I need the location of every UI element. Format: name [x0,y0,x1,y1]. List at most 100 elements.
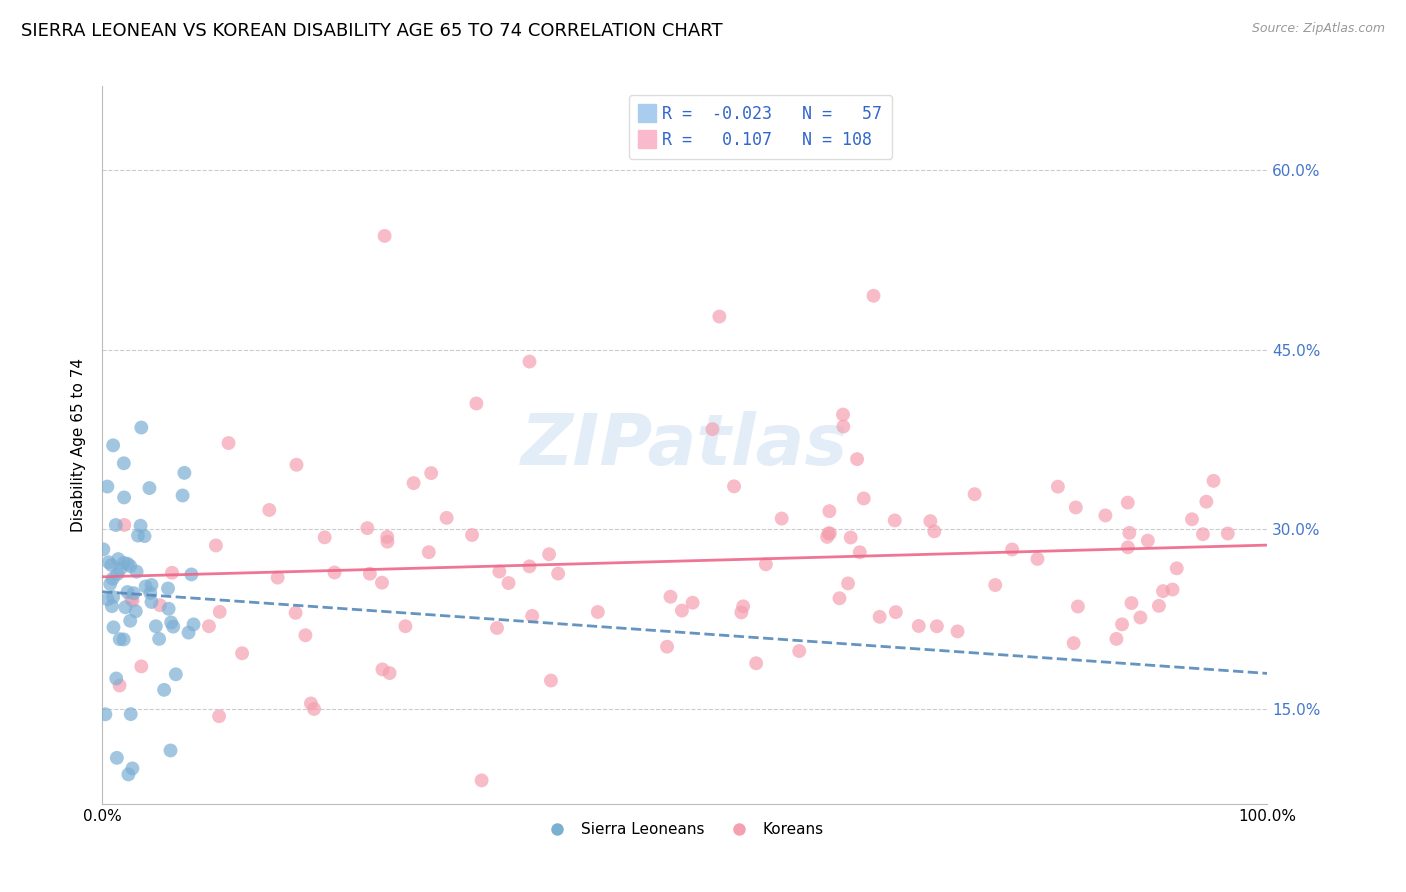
Koreans [471,773,494,788]
Koreans [837,576,859,591]
Koreans [208,709,231,723]
Sierra Leoneans [94,707,117,722]
Sierra Leoneans [103,620,125,634]
Koreans [745,657,768,671]
Y-axis label: Disability Age 65 to 74: Disability Age 65 to 74 [72,359,86,533]
Sierra Leoneans [108,632,131,647]
Koreans [963,487,986,501]
Koreans [1118,525,1140,540]
Koreans [1001,542,1024,557]
Koreans [848,545,870,559]
Sierra Leoneans [180,567,202,582]
Koreans [1216,526,1239,541]
Sierra Leoneans [107,552,129,566]
Legend: Sierra Leoneans, Koreans: Sierra Leoneans, Koreans [540,816,830,843]
Sierra Leoneans [112,556,135,570]
Sierra Leoneans [104,518,127,533]
Koreans [522,608,544,623]
Koreans [671,603,693,617]
Sierra Leoneans [97,555,120,569]
Koreans [377,534,399,549]
Koreans [294,628,316,642]
Koreans [1136,533,1159,548]
Koreans [884,605,907,619]
Koreans [465,396,488,410]
Koreans [378,666,401,681]
Koreans [1195,494,1218,508]
Koreans [205,538,228,552]
Koreans [702,422,724,436]
Text: SIERRA LEONEAN VS KOREAN DISABILITY AGE 65 TO 74 CORRELATION CHART: SIERRA LEONEAN VS KOREAN DISABILITY AGE … [21,22,723,40]
Text: ZIPatlas: ZIPatlas [522,411,848,480]
Sierra Leoneans [105,567,128,582]
Koreans [730,606,752,620]
Koreans [266,571,288,585]
Koreans [498,576,520,591]
Koreans [299,697,322,711]
Sierra Leoneans [177,625,200,640]
Sierra Leoneans [98,577,121,591]
Koreans [815,530,838,544]
Koreans [1094,508,1116,523]
Koreans [402,476,425,491]
Koreans [1129,610,1152,624]
Koreans [817,526,839,541]
Sierra Leoneans [105,751,128,765]
Koreans [869,610,891,624]
Sierra Leoneans [172,488,194,502]
Koreans [519,559,541,574]
Koreans [1161,582,1184,597]
Koreans [1105,632,1128,646]
Koreans [907,619,929,633]
Sierra Leoneans [157,601,180,615]
Koreans [1192,527,1215,541]
Koreans [356,521,378,535]
Koreans [436,511,458,525]
Sierra Leoneans [173,466,195,480]
Koreans [787,644,810,658]
Koreans [131,659,153,673]
Sierra Leoneans [125,604,148,618]
Koreans [946,624,969,639]
Koreans [1111,617,1133,632]
Koreans [1121,596,1143,610]
Sierra Leoneans [97,592,120,607]
Sierra Leoneans [134,529,156,543]
Koreans [149,598,172,612]
Koreans [1046,480,1069,494]
Koreans [839,531,862,545]
Sierra Leoneans [120,559,142,574]
Koreans [120,591,142,606]
Koreans [1116,495,1139,509]
Koreans [924,524,946,539]
Sierra Leoneans [135,579,157,593]
Koreans [709,310,731,324]
Koreans [420,466,443,480]
Koreans [832,419,855,434]
Sierra Leoneans [131,420,153,434]
Koreans [314,530,336,544]
Koreans [920,514,942,528]
Koreans [846,452,869,467]
Sierra Leoneans [117,557,139,571]
Koreans [984,578,1007,592]
Koreans [659,590,682,604]
Sierra Leoneans [139,586,162,600]
Sierra Leoneans [159,743,181,757]
Koreans [925,619,948,633]
Koreans [371,575,394,590]
Sierra Leoneans [141,578,163,592]
Koreans [818,526,841,541]
Koreans [733,599,755,614]
Sierra Leoneans [93,542,115,557]
Koreans [1152,584,1174,599]
Sierra Leoneans [120,614,142,628]
Koreans [160,566,183,580]
Koreans [818,504,841,518]
Koreans [1181,512,1204,526]
Sierra Leoneans [145,619,167,633]
Koreans [828,591,851,606]
Koreans [371,662,394,676]
Koreans [374,228,396,243]
Koreans [375,530,398,544]
